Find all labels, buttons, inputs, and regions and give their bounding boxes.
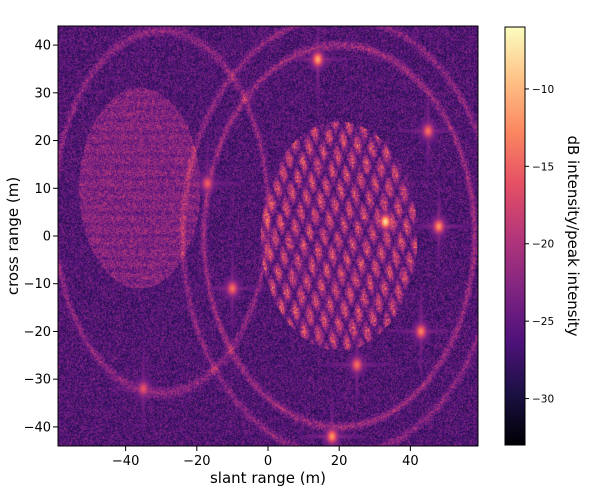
y-tick-label: −40	[24, 420, 51, 435]
plot-area	[57, 25, 479, 447]
colorbar-ticks: −30 −25 −20 −15 −10	[525, 84, 554, 406]
x-tick-label: 40	[402, 454, 419, 469]
x-tick-label: −40	[112, 454, 139, 469]
x-tick-label: 0	[264, 454, 272, 469]
colorbar-tick-label: −30	[532, 394, 554, 406]
y-axis: −40 −30 −20 −10 0 10 20 30 40	[24, 39, 58, 435]
x-tick-label: −20	[183, 454, 210, 469]
colorbar-label: dB intensity/peak intensity	[564, 135, 582, 336]
colorbar-bar	[504, 26, 526, 446]
y-tick-label: 30	[34, 86, 51, 101]
y-tick-label: −10	[24, 277, 51, 292]
heatmap-raster	[58, 26, 478, 446]
x-tick-label: 20	[331, 454, 348, 469]
colorbar: −30 −25 −20 −15 −10 dB intensity/peak intens…	[504, 26, 582, 446]
colorbar-tick-label: −10	[532, 84, 554, 96]
y-tick-label: 10	[34, 182, 51, 197]
y-axis-label: cross range (m)	[4, 177, 22, 295]
y-tick-label: −20	[24, 325, 51, 340]
colorbar-tick-label: −20	[532, 239, 554, 251]
y-tick-label: −30	[24, 373, 51, 388]
y-tick-label: 20	[34, 134, 51, 149]
heatmap-image	[58, 26, 478, 446]
x-axis: −40 −20 0 20 40	[112, 446, 419, 469]
y-tick-label: 0	[43, 230, 51, 245]
x-axis-label: slant range (m)	[210, 469, 326, 487]
colorbar-tick-label: −15	[532, 161, 554, 173]
colorbar-tick-label: −25	[532, 316, 554, 328]
y-tick-label: 40	[34, 39, 51, 54]
